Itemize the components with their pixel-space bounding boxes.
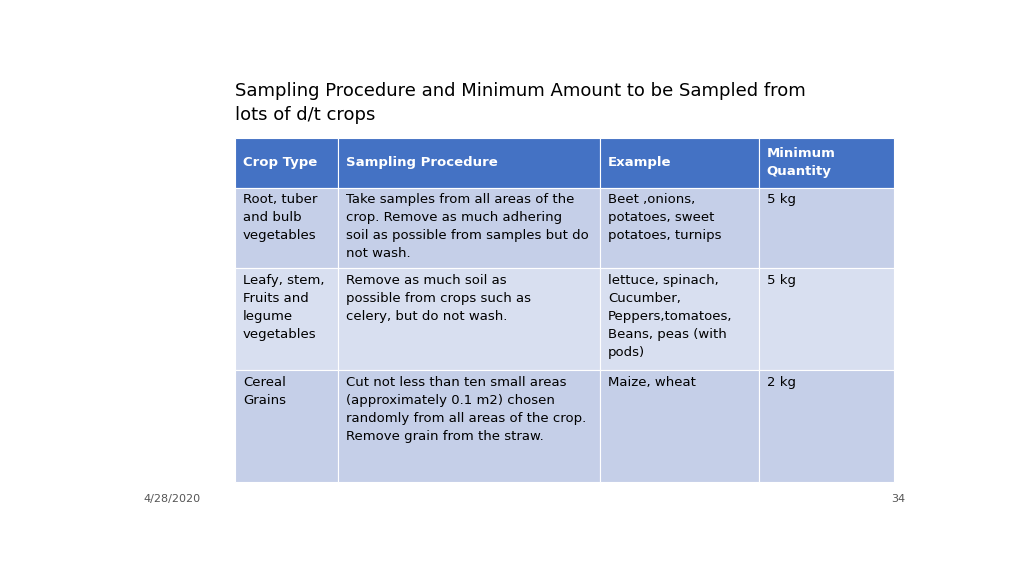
Bar	[600, 370, 759, 482]
Bar	[338, 268, 600, 370]
Bar	[759, 138, 894, 188]
Text: Remove as much soil as
possible from crops such as
celery, but do not wash.: Remove as much soil as possible from cro…	[346, 274, 531, 323]
Bar	[759, 268, 894, 370]
Bar	[236, 268, 338, 370]
Text: 4/28/2020: 4/28/2020	[143, 494, 201, 504]
Text: Sampling Procedure and Minimum Amount to be Sampled from
lots of d/t crops: Sampling Procedure and Minimum Amount to…	[236, 82, 806, 124]
Text: Take samples from all areas of the
crop. Remove as much adhering
soil as possibl: Take samples from all areas of the crop.…	[346, 194, 589, 260]
Text: Crop Type: Crop Type	[243, 156, 317, 169]
Bar	[338, 188, 600, 268]
Bar	[338, 138, 600, 188]
Text: Cut not less than ten small areas
(approximately 0.1 m2) chosen
randomly from al: Cut not less than ten small areas (appro…	[346, 376, 587, 442]
Text: 5 kg: 5 kg	[767, 274, 796, 287]
Bar	[236, 188, 338, 268]
Bar	[600, 138, 759, 188]
Bar	[338, 370, 600, 482]
Text: Leafy, stem,
Fruits and
legume
vegetables: Leafy, stem, Fruits and legume vegetable…	[243, 274, 325, 341]
Text: 2 kg: 2 kg	[767, 376, 796, 389]
Text: lettuce, spinach,
Cucumber,
Peppers,tomatoes,
Beans, peas (with
pods): lettuce, spinach, Cucumber, Peppers,toma…	[608, 274, 732, 359]
Text: 5 kg: 5 kg	[767, 194, 796, 206]
Bar	[600, 268, 759, 370]
Text: Sampling Procedure: Sampling Procedure	[346, 156, 498, 169]
Text: 34: 34	[892, 494, 905, 504]
Bar	[236, 370, 338, 482]
Text: Cereal
Grains: Cereal Grains	[243, 376, 286, 407]
Text: Root, tuber
and bulb
vegetables: Root, tuber and bulb vegetables	[243, 194, 317, 242]
Text: Example: Example	[608, 156, 672, 169]
Bar	[236, 138, 338, 188]
Text: Beet ,onions,
potatoes, sweet
potatoes, turnips: Beet ,onions, potatoes, sweet potatoes, …	[608, 194, 722, 242]
Bar	[759, 188, 894, 268]
Bar	[759, 370, 894, 482]
Bar	[600, 188, 759, 268]
Text: Maize, wheat: Maize, wheat	[608, 376, 696, 389]
Text: Minimum
Quantity: Minimum Quantity	[767, 147, 836, 179]
